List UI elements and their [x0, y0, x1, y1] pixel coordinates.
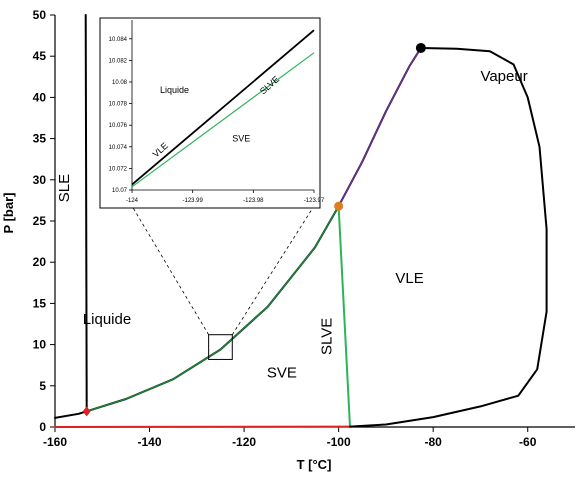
inset-y-tick-label: 10.074	[109, 145, 128, 151]
series-line-2	[339, 48, 421, 206]
inset-plot: -124 -123.99 -123.98 -123.97 10.07 10.072 10.0…	[100, 18, 325, 335]
inset-x-tick-label: -124	[126, 198, 139, 204]
inset-y-tick-label: 10.08	[112, 80, 128, 86]
series-line-4	[339, 206, 350, 427]
x-tick-label: -100	[327, 435, 351, 449]
inset-y-tick-label: 10.078	[109, 102, 128, 108]
inset-y-tick-label: 10.076	[109, 123, 128, 129]
region-label-3: Vapeur	[480, 68, 527, 85]
region-label-5: SLVE	[319, 318, 336, 355]
series-line-6	[350, 48, 547, 427]
y-tick-label: 20	[33, 255, 47, 269]
y-tick-label: 40	[33, 90, 47, 104]
y-tick-label: 10	[33, 338, 47, 352]
point-marker-2	[83, 406, 91, 416]
zoom-connector-left	[132, 206, 209, 335]
inset-x-tick-label: -123.97	[304, 198, 325, 204]
inset-frame	[100, 18, 320, 208]
inset-region-label-0: Liquide	[160, 85, 189, 95]
x-tick-label: -80	[425, 435, 443, 449]
point-marker-0	[416, 43, 426, 53]
x-tick-label: -60	[519, 435, 537, 449]
inset-region-label-1: SVE	[232, 133, 250, 143]
y-tick-label: 5	[39, 379, 46, 393]
y-tick-label: 0	[39, 420, 46, 434]
y-tick-label: 35	[33, 132, 47, 146]
region-label-4: SLE	[56, 174, 73, 202]
inset-y-tick-label: 10.084	[109, 37, 128, 43]
y-tick-label: 50	[33, 8, 47, 22]
x-tick-label: -140	[138, 435, 162, 449]
series-line-3	[86, 15, 87, 411]
zoom-connector-right	[232, 206, 314, 335]
y-tick-label: 15	[33, 296, 47, 310]
inset-y-tick-label: 10.07	[112, 188, 128, 194]
y-tick-label: 30	[33, 173, 47, 187]
x-tick-label: -160	[43, 435, 67, 449]
x-axis-title: T [°C]	[297, 457, 332, 472]
region-label-0: Liquide	[83, 311, 131, 328]
inset-y-tick-label: 10.072	[109, 166, 128, 172]
region-label-2: VLE	[395, 270, 423, 287]
point-marker-1	[334, 202, 343, 211]
x-tick-label: -120	[232, 435, 256, 449]
y-tick-label: 25	[33, 214, 47, 228]
inset-x-tick-label: -123.99	[182, 198, 203, 204]
region-label-1: SVE	[267, 365, 297, 382]
series-line-1	[87, 206, 339, 411]
inset-x-tick-label: -123.98	[243, 198, 264, 204]
y-axis-title: P [bar]	[1, 193, 16, 234]
y-tick-label: 45	[33, 49, 47, 63]
inset-y-tick-label: 10.082	[109, 58, 128, 64]
